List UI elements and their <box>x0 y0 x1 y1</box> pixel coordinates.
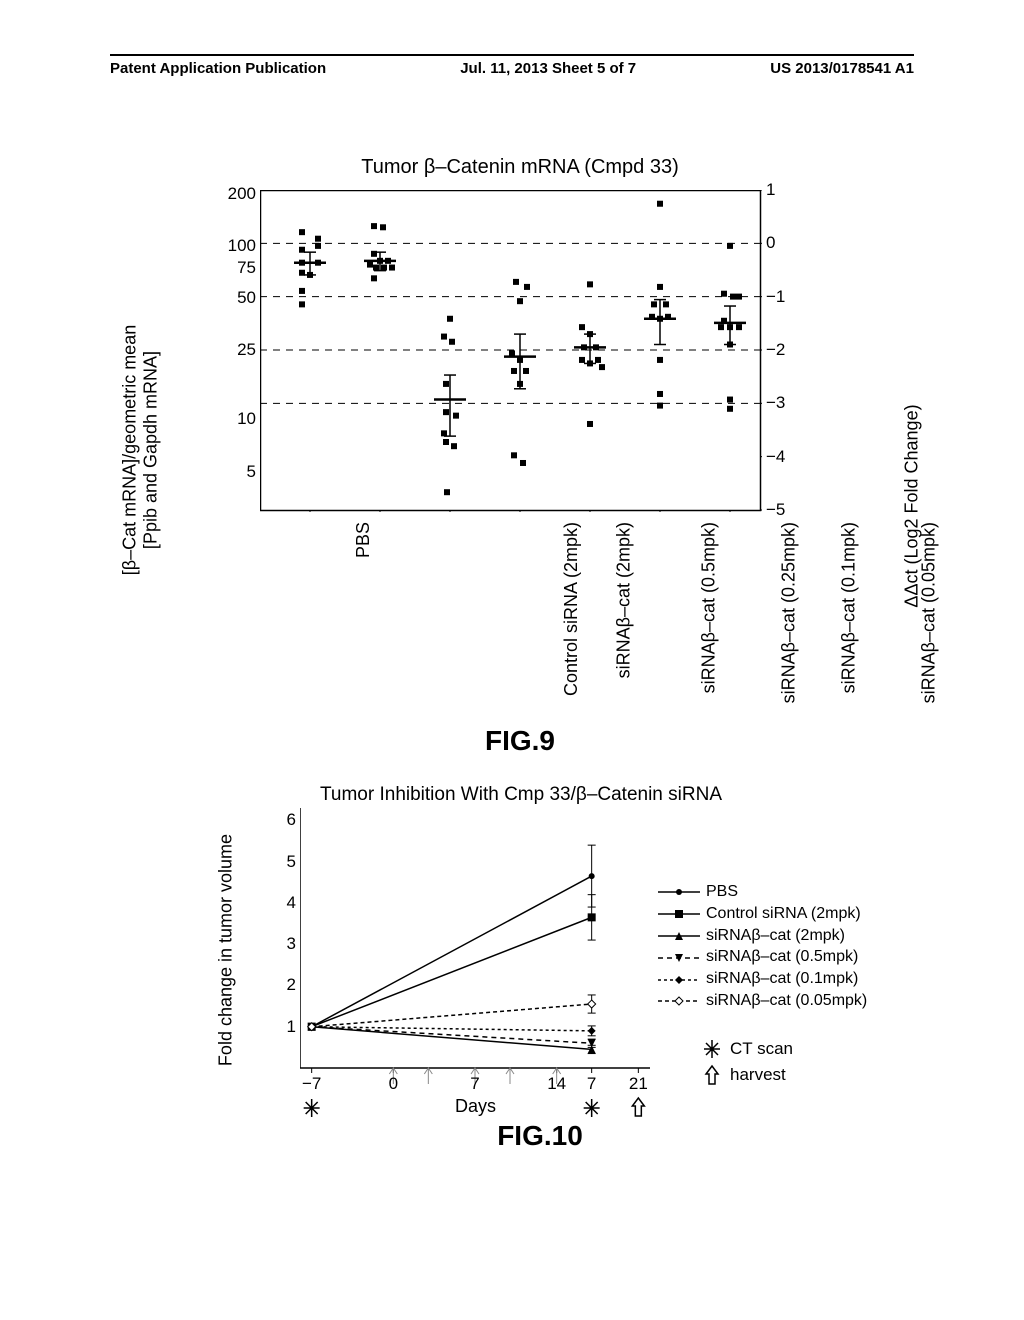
fig9-ytick-left: 200 <box>228 184 256 204</box>
fig9-ytick-right: −2 <box>766 340 785 360</box>
fig9-plot <box>260 190 762 512</box>
fig10-xtick: 7 <box>470 1074 479 1094</box>
fig9-xtick: siRNAβ–cat (0.1mpk) <box>838 522 859 693</box>
fig10-xlabel: Days <box>455 1096 496 1117</box>
legend-row: siRNAβ–cat (0.05mpk) <box>658 991 867 1012</box>
fig9-ytick-right: 0 <box>766 233 775 253</box>
fig9-ytick-left: 75 <box>237 258 256 278</box>
header-center: Jul. 11, 2013 Sheet 5 of 7 <box>460 60 636 77</box>
header-right: US 2013/0178541 A1 <box>770 60 914 77</box>
extra-legend-label: harvest <box>730 1062 786 1088</box>
fig9-caption: FIG.9 <box>200 725 840 757</box>
fig9-xtick: siRNAβ–cat (0.05mpk) <box>918 522 939 703</box>
fig9-container: Tumor β–Catenin mRNA (Cmpd 33) [β–Cat mR… <box>200 170 840 730</box>
fig10-ytick: 4 <box>287 893 296 913</box>
fig10-title: Tumor Inhibition With Cmp 33/β–Catenin s… <box>320 784 722 806</box>
extra-legend-row: harvest <box>700 1062 793 1088</box>
fig10-ytick: 5 <box>287 852 296 872</box>
extra-legend-row: CT scan <box>700 1036 793 1062</box>
legend-label: siRNAβ–cat (0.05mpk) <box>706 991 867 1012</box>
fig9-ytick-left: 25 <box>237 340 256 360</box>
fig9-xtick: siRNAβ–cat (0.25mpk) <box>778 522 799 703</box>
header-left: Patent Application Publication <box>110 60 326 77</box>
fig9-ytick-left: 5 <box>247 462 256 482</box>
fig10-xtick: 0 <box>389 1074 398 1094</box>
fig9-ytick-right: −5 <box>766 500 785 520</box>
fig10-xtick: 14 <box>547 1074 566 1094</box>
legend-label: siRNAβ–cat (2mpk) <box>706 926 845 947</box>
legend-row: Control siRNA (2mpk) <box>658 904 867 925</box>
page-header: Patent Application Publication Jul. 11, … <box>110 54 914 77</box>
fig9-title: Tumor β–Catenin mRNA (Cmpd 33) <box>200 156 840 179</box>
fig9-xtick: Control siRNA (2mpk) <box>561 522 582 696</box>
fig10-ytick: 2 <box>287 975 296 995</box>
fig10-ytick: 3 <box>287 934 296 954</box>
legend-row: siRNAβ–cat (2mpk) <box>658 926 867 947</box>
fig10-extra-legend: CT scanharvest <box>700 1036 793 1087</box>
fig9-xtick: siRNAβ–cat (2mpk) <box>613 522 634 678</box>
fig9-y-left-label: [β–Cat mRNA]/geometric mean[Ppib and Gap… <box>119 325 160 575</box>
legend-row: PBS <box>658 882 867 903</box>
fig9-ytick-left: 10 <box>237 409 256 429</box>
legend-label: siRNAβ–cat (0.5mpk) <box>706 947 858 968</box>
fig10-legend: PBSControl siRNA (2mpk)siRNAβ–cat (2mpk)… <box>658 882 867 1013</box>
fig10-ytick: 1 <box>287 1017 296 1037</box>
fig9-ytick-left: 100 <box>228 236 256 256</box>
legend-row: siRNAβ–cat (0.1mpk) <box>658 969 867 990</box>
legend-row: siRNAβ–cat (0.5mpk) <box>658 947 867 968</box>
fig9-ytick-right: 1 <box>766 180 775 200</box>
page: Patent Application Publication Jul. 11, … <box>0 0 1024 1320</box>
fig9-ytick-right: −1 <box>766 287 785 307</box>
fig10-container: Tumor Inhibition With Cmp 33/β–Catenin s… <box>190 790 890 1190</box>
fig9-ytick-right: −3 <box>766 393 785 413</box>
fig9-ytick-left: 50 <box>237 288 256 308</box>
fig9-xtick: PBS <box>353 522 374 558</box>
fig10-caption: FIG.10 <box>190 1120 890 1152</box>
fig9-xtick: siRNAβ–cat (0.5mpk) <box>698 522 719 693</box>
fig10-xtick: 7 <box>587 1074 596 1094</box>
legend-label: PBS <box>706 882 738 903</box>
fig9-ytick-right: −4 <box>766 447 785 467</box>
fig10-ytick: 6 <box>287 810 296 830</box>
fig10-xtick: 21 <box>629 1074 648 1094</box>
extra-legend-label: CT scan <box>730 1036 793 1062</box>
legend-label: Control siRNA (2mpk) <box>706 904 861 925</box>
fig10-xtick: −7 <box>302 1074 321 1094</box>
legend-label: siRNAβ–cat (0.1mpk) <box>706 969 858 990</box>
fig10-ylabel: Fold change in tumor volume <box>216 834 237 1066</box>
